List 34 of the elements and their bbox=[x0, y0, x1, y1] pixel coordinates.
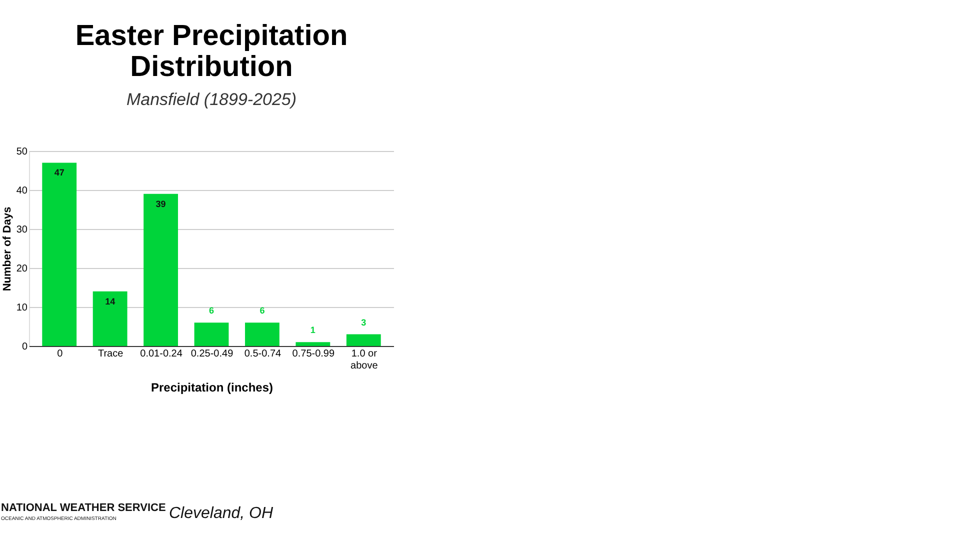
x-tick-label: 0.75-0.99 bbox=[292, 348, 335, 360]
x-tick-label: 0.5-0.74 bbox=[244, 348, 282, 360]
bar bbox=[144, 194, 178, 346]
bar bbox=[92, 291, 128, 346]
y-tick-label: 0 bbox=[22, 342, 28, 352]
y-axis-title: Number of Days bbox=[1, 206, 14, 292]
y-tick-label: 20 bbox=[16, 264, 28, 274]
y-tick-label: 10 bbox=[16, 302, 28, 314]
x-tick-label: 1.0 or above bbox=[350, 348, 378, 372]
data-label: 6 bbox=[208, 306, 214, 316]
x-tick-label: 0 bbox=[57, 348, 64, 360]
y-tick-label: 40 bbox=[16, 186, 28, 196]
data-label: 3 bbox=[361, 317, 366, 328]
x-tick-label: 0.01-0.24 bbox=[140, 348, 183, 360]
data-label: 1 bbox=[310, 325, 316, 336]
bar bbox=[346, 334, 381, 346]
bar bbox=[42, 162, 77, 346]
bar bbox=[194, 322, 229, 346]
bar bbox=[296, 342, 330, 346]
text: Easter Precipitation bbox=[75, 20, 348, 52]
x-tick-label: Trace bbox=[98, 348, 124, 360]
text: NATIONAL WEATHER SERVICE bbox=[1, 502, 166, 514]
y-tick-label: 50 bbox=[16, 146, 28, 158]
data-label: 6 bbox=[260, 306, 265, 316]
text: Distribution bbox=[130, 51, 293, 83]
data-label: 47 bbox=[54, 168, 64, 178]
x-axis-title: Precipitation (inches) bbox=[150, 380, 274, 394]
x-tick-label: 0.25-0.49 bbox=[190, 348, 234, 360]
text: Cleveland, OH bbox=[169, 505, 274, 522]
data-label: 39 bbox=[156, 198, 166, 209]
bar bbox=[245, 322, 280, 346]
data-label: 14 bbox=[105, 296, 116, 306]
y-tick-label: 30 bbox=[16, 224, 28, 236]
chart-subtitle: Mansfield (1899-2025) bbox=[126, 90, 297, 109]
